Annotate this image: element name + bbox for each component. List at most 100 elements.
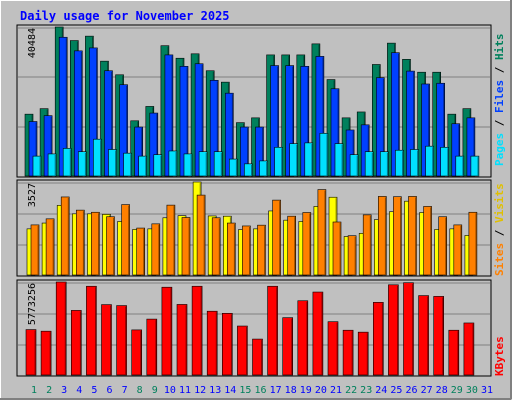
sites-bar-22 xyxy=(347,235,357,276)
kbytes-bar-18 xyxy=(282,317,294,376)
pages-bar-25 xyxy=(395,149,404,177)
pages-bar-15 xyxy=(244,163,253,177)
x-label-11: 11 xyxy=(179,385,191,396)
kbytes-bar-4 xyxy=(71,310,82,376)
x-label-2: 2 xyxy=(46,385,52,396)
kbytes-bar-28 xyxy=(433,296,445,376)
kbytes-bar-5 xyxy=(86,285,97,376)
x-label-7: 7 xyxy=(122,385,128,396)
pages-bar-8 xyxy=(138,155,147,177)
sites-bar-1 xyxy=(30,224,40,276)
pages-bar-13 xyxy=(213,151,223,177)
pages-bar-10 xyxy=(168,150,178,177)
pages-bar-4 xyxy=(78,151,87,177)
x-label-31: 31 xyxy=(481,385,493,396)
kbytes-bar-30 xyxy=(463,322,475,376)
chart-title: Daily usage for November 2025 xyxy=(20,9,230,23)
pages-bar-27 xyxy=(425,145,434,177)
pages-bar-19 xyxy=(304,142,314,177)
x-label-24: 24 xyxy=(375,385,387,396)
x-label-28: 28 xyxy=(436,385,448,396)
sites-bar-18 xyxy=(287,215,297,276)
sites-bar-26 xyxy=(408,196,417,276)
bars-layer xyxy=(24,26,480,376)
sites-bar-30 xyxy=(468,211,478,276)
x-label-8: 8 xyxy=(137,385,143,396)
sites-bar-3 xyxy=(60,196,70,276)
x-label-17: 17 xyxy=(270,385,282,396)
sites-bar-8 xyxy=(136,227,145,276)
kbytes-bar-14 xyxy=(222,313,233,376)
x-label-6: 6 xyxy=(106,385,112,396)
sites-bar-15 xyxy=(242,225,251,276)
kbytes-bar-23 xyxy=(357,331,369,376)
kbytes-bar-13 xyxy=(206,310,218,376)
pages-bar-12 xyxy=(198,151,208,177)
x-label-10: 10 xyxy=(164,385,176,396)
kbytes-bar-6 xyxy=(101,304,112,376)
x-label-18: 18 xyxy=(285,385,297,396)
kbytes-bar-1 xyxy=(25,329,37,376)
kbytes-bar-19 xyxy=(297,300,309,376)
sites-bar-25 xyxy=(393,196,402,276)
sites-bar-14 xyxy=(227,222,236,276)
pages-bar-9 xyxy=(153,154,163,177)
legend-hits: Hits xyxy=(493,34,506,61)
pages-bar-29 xyxy=(455,155,465,177)
x-label-27: 27 xyxy=(421,385,433,396)
pages-bar-6 xyxy=(108,149,117,177)
sites-bar-27 xyxy=(423,206,432,276)
pages-bar-3 xyxy=(62,148,72,177)
x-label-20: 20 xyxy=(315,385,327,396)
legend-kbytes: KBytes xyxy=(493,336,506,376)
sites-bar-21 xyxy=(332,221,342,276)
kbytes-bar-15 xyxy=(237,325,248,376)
pages-bar-23 xyxy=(364,151,374,177)
kbytes-bar-11 xyxy=(176,304,188,376)
sites-bar-28 xyxy=(438,216,448,276)
sites-bar-29 xyxy=(453,224,463,276)
kbytes-bar-29 xyxy=(448,329,460,376)
pages-bar-22 xyxy=(349,154,359,177)
kbytes-bar-12 xyxy=(191,285,203,376)
pages-bar-11 xyxy=(183,153,193,177)
sites-bar-7 xyxy=(121,204,130,276)
pages-bar-7 xyxy=(123,152,132,177)
kbytes-bar-20 xyxy=(312,291,324,376)
pages-bar-30 xyxy=(470,155,480,177)
sites-bar-5 xyxy=(91,211,100,276)
kbytes-bar-21 xyxy=(327,321,339,376)
sites-bar-6 xyxy=(106,216,115,276)
sites-bar-2 xyxy=(45,218,55,276)
hits-side-legend: Pages / Files / Hits xyxy=(493,34,506,167)
x-label-23: 23 xyxy=(360,385,372,396)
x-label-21: 21 xyxy=(330,385,342,396)
sites-bar-16 xyxy=(257,224,266,276)
sites-bar-24 xyxy=(377,196,387,276)
legend-sep-2: / xyxy=(493,60,506,80)
kbytes-bar-7 xyxy=(116,305,127,376)
x-label-12: 12 xyxy=(194,385,206,396)
x-label-25: 25 xyxy=(390,385,402,396)
legend-visits: Visits xyxy=(493,183,506,223)
pages-bar-26 xyxy=(410,149,419,177)
visits-side-legend: Sites / Visits xyxy=(493,183,506,276)
x-label-22: 22 xyxy=(345,385,357,396)
pages-bar-5 xyxy=(93,138,102,177)
kbytes-bar-17 xyxy=(267,285,278,376)
pages-bar-21 xyxy=(334,143,344,177)
x-label-5: 5 xyxy=(91,385,97,396)
legend-sep-1: / xyxy=(493,113,506,133)
kbytes-bar-22 xyxy=(342,329,354,376)
x-label-13: 13 xyxy=(209,385,221,396)
x-label-4: 4 xyxy=(76,385,82,396)
pages-bar-14 xyxy=(229,158,238,177)
kbytes-bar-3 xyxy=(55,281,67,376)
pages-bar-1 xyxy=(32,155,42,177)
x-label-1: 1 xyxy=(31,385,37,396)
kbytes-bar-2 xyxy=(40,330,52,376)
kbytes-bar-26 xyxy=(403,282,414,376)
pages-bar-16 xyxy=(259,160,268,177)
